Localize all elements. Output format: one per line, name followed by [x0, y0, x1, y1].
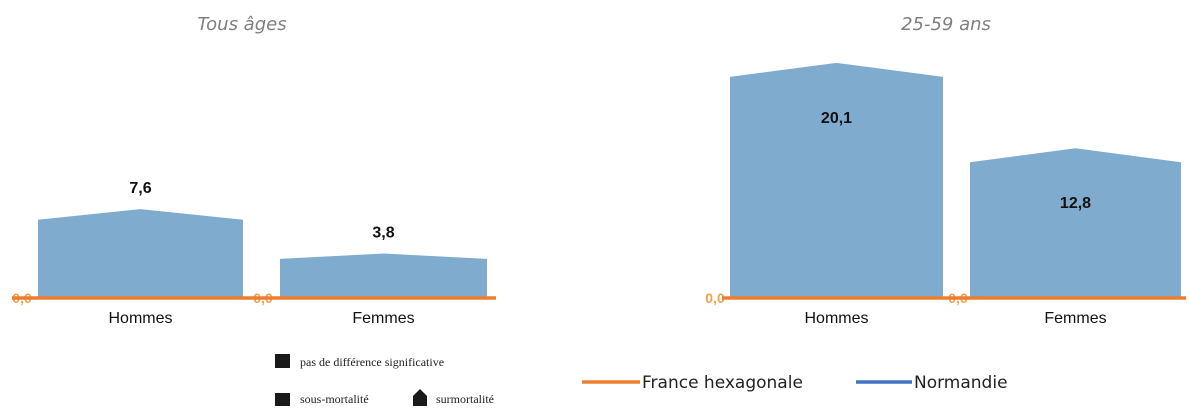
- value-label: 20,1: [821, 110, 852, 127]
- category-label: Hommes: [108, 310, 172, 327]
- value-label: 7,6: [129, 180, 151, 197]
- value-label: 3,8: [372, 225, 394, 242]
- value-label: 12,8: [1060, 195, 1091, 212]
- over-mortality-marker-icon: [413, 389, 427, 406]
- legend-no-difference-label: pas de différence significative: [300, 355, 444, 369]
- chart-title-tous-ages: Tous âges: [197, 14, 286, 35]
- shape-legend: pas de différence significative sous-mor…: [275, 354, 494, 406]
- series-legend: France hexagonale Normandie: [582, 373, 1008, 393]
- bar-hommes: [38, 209, 243, 298]
- baseline-label: 0,0: [705, 290, 725, 306]
- bar-femmes: [280, 253, 487, 298]
- category-label: Hommes: [804, 310, 868, 327]
- legend-under-mortality-label: sous-mortalité: [300, 392, 369, 406]
- chart-title-25-59: 25-59 ans: [901, 14, 991, 35]
- bar-hommes: [730, 62, 943, 298]
- legend-over-mortality-label: surmortalité: [436, 392, 494, 406]
- category-label: Femmes: [352, 310, 414, 327]
- category-label: Femmes: [1044, 310, 1106, 327]
- legend-france-label: France hexagonale: [642, 373, 803, 393]
- bar-femmes: [970, 148, 1181, 298]
- legend-normandie-label: Normandie: [914, 373, 1008, 393]
- under-mortality-marker-icon: [275, 393, 290, 406]
- no-difference-marker-icon: [275, 354, 290, 368]
